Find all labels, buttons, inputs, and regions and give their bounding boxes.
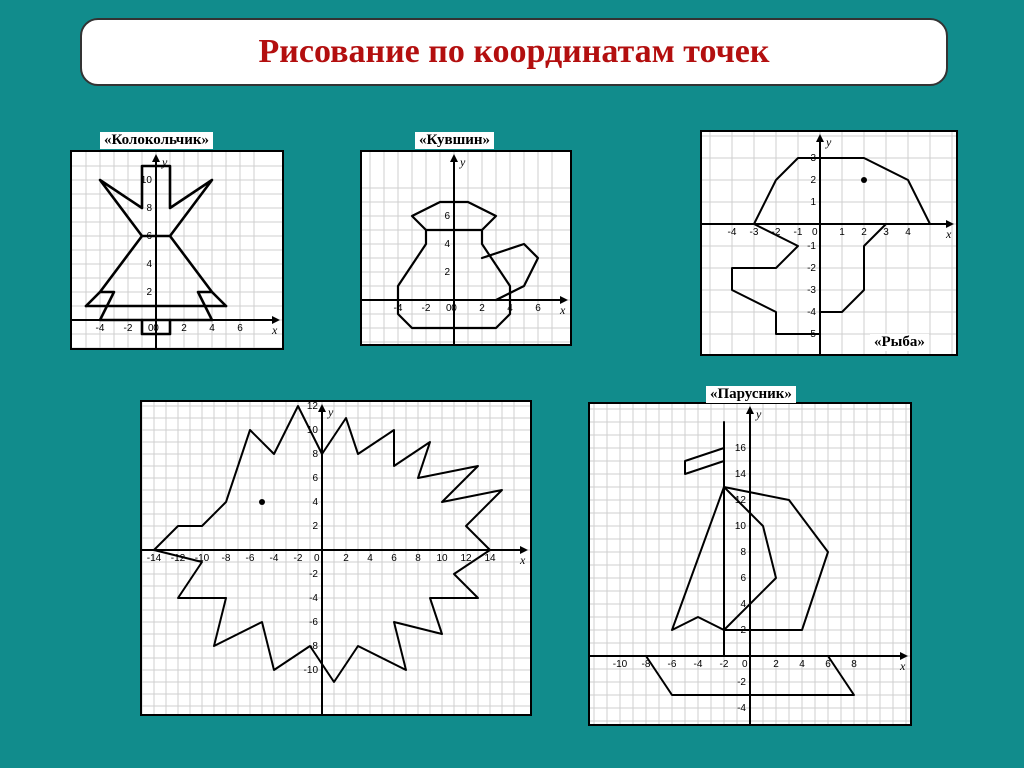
- svg-text:14: 14: [735, 469, 747, 480]
- svg-text:6: 6: [535, 303, 541, 314]
- svg-text:2: 2: [146, 287, 152, 298]
- chart-kolokolchik: xy-4-202460246810: [70, 150, 284, 350]
- slide-root: Рисование по координатам точек x y -4 -2 0 2 4…: [0, 0, 1024, 768]
- chart-label-kolokolchik: «Колокольчик»: [100, 132, 213, 149]
- svg-text:-3: -3: [750, 227, 759, 238]
- svg-text:-10: -10: [304, 665, 319, 676]
- svg-text:6: 6: [740, 573, 746, 584]
- svg-text:6: 6: [312, 473, 318, 484]
- svg-text:0: 0: [314, 553, 320, 564]
- svg-text:0: 0: [451, 303, 457, 314]
- page-title: Рисование по координатам точек: [259, 33, 770, 71]
- chart-label-kuvshin: «Кувшин»: [415, 132, 494, 149]
- svg-text:12: 12: [307, 402, 319, 412]
- svg-text:4: 4: [905, 227, 911, 238]
- svg-text:1: 1: [839, 227, 845, 238]
- svg-text:y: y: [825, 135, 832, 149]
- svg-text:2: 2: [861, 227, 867, 238]
- chart-ryba: xy-4-3-2-112340123-1-2-3-4-5: [700, 130, 958, 356]
- svg-text:8: 8: [851, 659, 857, 670]
- svg-text:4: 4: [312, 497, 318, 508]
- svg-text:14: 14: [484, 553, 496, 564]
- svg-text:-4: -4: [96, 323, 105, 334]
- chart-parusnik: xy-10-8-6-4-224680246810121416-2-4: [588, 402, 912, 726]
- chart-wolf: xy-14-12-10-8-6-4-224681012140-10-8-6-4-…: [140, 400, 532, 716]
- svg-text:-2: -2: [422, 303, 431, 314]
- svg-text:-4: -4: [737, 703, 746, 714]
- svg-text:1: 1: [810, 197, 816, 208]
- svg-text:-4: -4: [309, 593, 318, 604]
- chart-label-parusnik: «Парусник»: [706, 386, 796, 403]
- svg-text:-4: -4: [807, 307, 816, 318]
- svg-text:y: y: [459, 155, 466, 169]
- svg-text:4: 4: [367, 553, 373, 564]
- svg-text:-6: -6: [668, 659, 677, 670]
- svg-text:x: x: [945, 227, 952, 241]
- svg-text:x: x: [519, 553, 526, 567]
- svg-text:8: 8: [312, 449, 318, 460]
- svg-text:-1: -1: [807, 241, 816, 252]
- svg-text:-6: -6: [246, 553, 255, 564]
- svg-text:x: x: [559, 303, 566, 317]
- svg-text:2: 2: [181, 323, 187, 334]
- svg-text:8: 8: [740, 547, 746, 558]
- svg-text:x: x: [271, 323, 278, 337]
- svg-text:4: 4: [209, 323, 215, 334]
- svg-text:4: 4: [799, 659, 805, 670]
- svg-text:0: 0: [148, 323, 154, 334]
- svg-text:10: 10: [735, 521, 747, 532]
- svg-text:-2: -2: [124, 323, 133, 334]
- svg-text:y: y: [755, 407, 762, 421]
- svg-text:2: 2: [343, 553, 349, 564]
- svg-text:2: 2: [773, 659, 779, 670]
- svg-text:6: 6: [391, 553, 397, 564]
- svg-text:-4: -4: [728, 227, 737, 238]
- svg-text:-10: -10: [613, 659, 628, 670]
- svg-text:-4: -4: [270, 553, 279, 564]
- svg-text:-2: -2: [737, 677, 746, 688]
- svg-text:6: 6: [237, 323, 243, 334]
- svg-text:-8: -8: [222, 553, 231, 564]
- svg-text:8: 8: [146, 203, 152, 214]
- svg-text:-14: -14: [147, 553, 162, 564]
- svg-text:2: 2: [810, 175, 816, 186]
- svg-text:16: 16: [735, 443, 747, 454]
- svg-text:-2: -2: [309, 569, 318, 580]
- svg-text:x: x: [899, 659, 906, 673]
- svg-text:0: 0: [446, 303, 452, 314]
- page-title-box: Рисование по координатам точек: [80, 18, 948, 86]
- svg-text:2: 2: [444, 267, 450, 278]
- svg-text:-2: -2: [807, 263, 816, 274]
- svg-text:2: 2: [479, 303, 485, 314]
- svg-text:-4: -4: [694, 659, 703, 670]
- chart-label-ryba: «Рыба»: [870, 334, 929, 351]
- svg-text:4: 4: [444, 239, 450, 250]
- svg-text:-2: -2: [294, 553, 303, 564]
- svg-text:-6: -6: [309, 617, 318, 628]
- svg-text:3: 3: [883, 227, 889, 238]
- svg-text:0: 0: [153, 323, 159, 334]
- chart-kuvshin: xy-4-202460246: [360, 150, 572, 346]
- svg-text:0: 0: [812, 227, 818, 238]
- svg-text:-1: -1: [794, 227, 803, 238]
- svg-text:10: 10: [436, 553, 448, 564]
- svg-text:4: 4: [146, 259, 152, 270]
- svg-text:y: y: [327, 405, 334, 419]
- svg-text:0: 0: [742, 659, 748, 670]
- svg-text:2: 2: [312, 521, 318, 532]
- svg-text:-3: -3: [807, 285, 816, 296]
- svg-text:-2: -2: [720, 659, 729, 670]
- svg-text:8: 8: [415, 553, 421, 564]
- svg-text:6: 6: [444, 211, 450, 222]
